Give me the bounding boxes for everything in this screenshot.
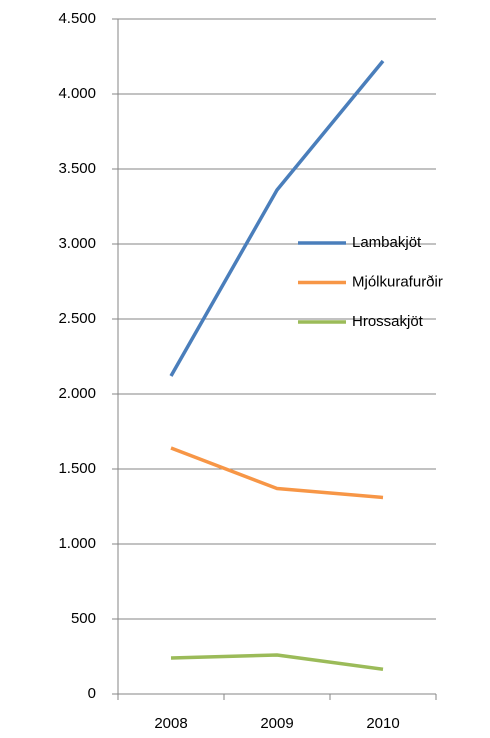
legend-label: Hrossakjöt bbox=[352, 313, 424, 330]
y-tick-label: 4.500 bbox=[58, 10, 96, 27]
y-tick-label: 3.000 bbox=[58, 235, 96, 252]
series-line bbox=[169, 59, 385, 377]
x-tick-label: 2008 bbox=[154, 715, 187, 732]
y-tick-label: 500 bbox=[71, 610, 96, 627]
legend-label: Lambakjöt bbox=[352, 234, 422, 251]
y-tick-label: 3.500 bbox=[58, 160, 96, 177]
series-line bbox=[170, 446, 384, 500]
y-tick-label: 1.000 bbox=[58, 535, 96, 552]
y-tick-label: 2.000 bbox=[58, 385, 96, 402]
y-tick-label: 0 bbox=[88, 685, 96, 702]
x-tick-label: 2010 bbox=[366, 715, 399, 732]
y-tick-label: 4.000 bbox=[58, 85, 96, 102]
y-tick-label: 1.500 bbox=[58, 460, 96, 477]
series-line bbox=[170, 653, 384, 671]
x-tick-label: 2009 bbox=[260, 715, 293, 732]
legend-label: Mjólkurafurðir bbox=[352, 273, 443, 290]
y-tick-label: 2.500 bbox=[58, 310, 96, 327]
